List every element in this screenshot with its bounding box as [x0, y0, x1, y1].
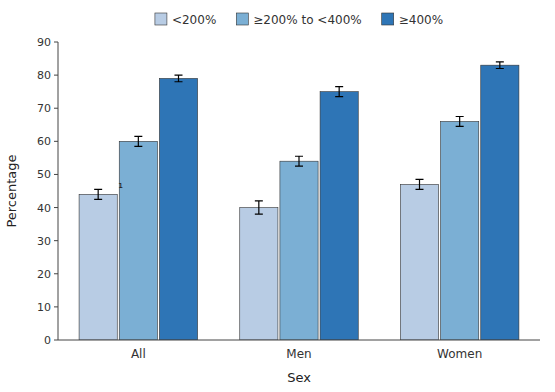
- annotation: ¹: [118, 181, 123, 195]
- bar: [441, 121, 479, 340]
- error-bar: [416, 179, 424, 189]
- y-tick: [54, 108, 58, 109]
- legend-label: <200%: [172, 13, 216, 27]
- x-tick-label: Women: [437, 347, 482, 361]
- error-bar: [134, 136, 142, 146]
- y-tick-label: 30: [37, 235, 51, 248]
- y-tick-label: 10: [37, 301, 51, 314]
- y-tick-label: 40: [37, 202, 51, 215]
- y-tick: [54, 174, 58, 175]
- bar: [320, 92, 358, 340]
- error-bar: [496, 62, 504, 69]
- legend-item: ≥200% to <400%: [236, 13, 361, 27]
- bar: [159, 78, 197, 340]
- error-bar: [175, 75, 183, 82]
- y-tick-label: 80: [37, 69, 51, 82]
- y-tick-label: 70: [37, 102, 51, 115]
- legend-label: ≥200% to <400%: [253, 13, 361, 27]
- bar: [280, 161, 318, 340]
- y-tick: [54, 273, 58, 274]
- chart: 0 10 20 30 40 50 60 70 80 90 All Men Women Sex Percent…: [0, 0, 555, 392]
- y-tick: [54, 306, 58, 307]
- y-tick: [54, 141, 58, 142]
- y-tick-label: 90: [37, 36, 51, 49]
- y-axis-line: [58, 42, 59, 340]
- y-tick: [54, 207, 58, 208]
- error-bar: [295, 156, 303, 166]
- error-bar: [255, 201, 263, 214]
- legend-swatch: [155, 13, 167, 25]
- y-tick: [54, 75, 58, 76]
- error-bar: [335, 87, 343, 97]
- y-axis-label: Percentage: [4, 154, 19, 227]
- y-tick: [54, 240, 58, 241]
- y-tick-label: 60: [37, 135, 51, 148]
- bar: [119, 141, 157, 340]
- x-tick-label: Men: [286, 347, 311, 361]
- legend-item: ≥400%: [382, 13, 443, 27]
- legend-label: ≥400%: [399, 13, 443, 27]
- legend-swatch: [236, 13, 248, 25]
- x-tick-label: All: [131, 347, 146, 361]
- bar: [481, 65, 519, 340]
- y-tick: [54, 42, 58, 43]
- legend-swatch: [382, 13, 394, 25]
- bars: [79, 62, 519, 340]
- y-tick-label: 20: [37, 268, 51, 281]
- y-tick-label: 0: [44, 334, 51, 347]
- x-axis-label: Sex: [287, 370, 311, 385]
- legend-item: <200%: [155, 13, 216, 27]
- error-bar: [456, 117, 464, 127]
- y-tick: [54, 340, 58, 341]
- bar: [400, 184, 438, 340]
- legend: <200% ≥200% to <400% ≥400%: [155, 13, 443, 27]
- error-bar: [94, 189, 102, 199]
- x-axis-line: [58, 340, 540, 341]
- bar: [79, 194, 117, 340]
- y-tick-label: 50: [37, 168, 51, 181]
- bar: [240, 208, 278, 340]
